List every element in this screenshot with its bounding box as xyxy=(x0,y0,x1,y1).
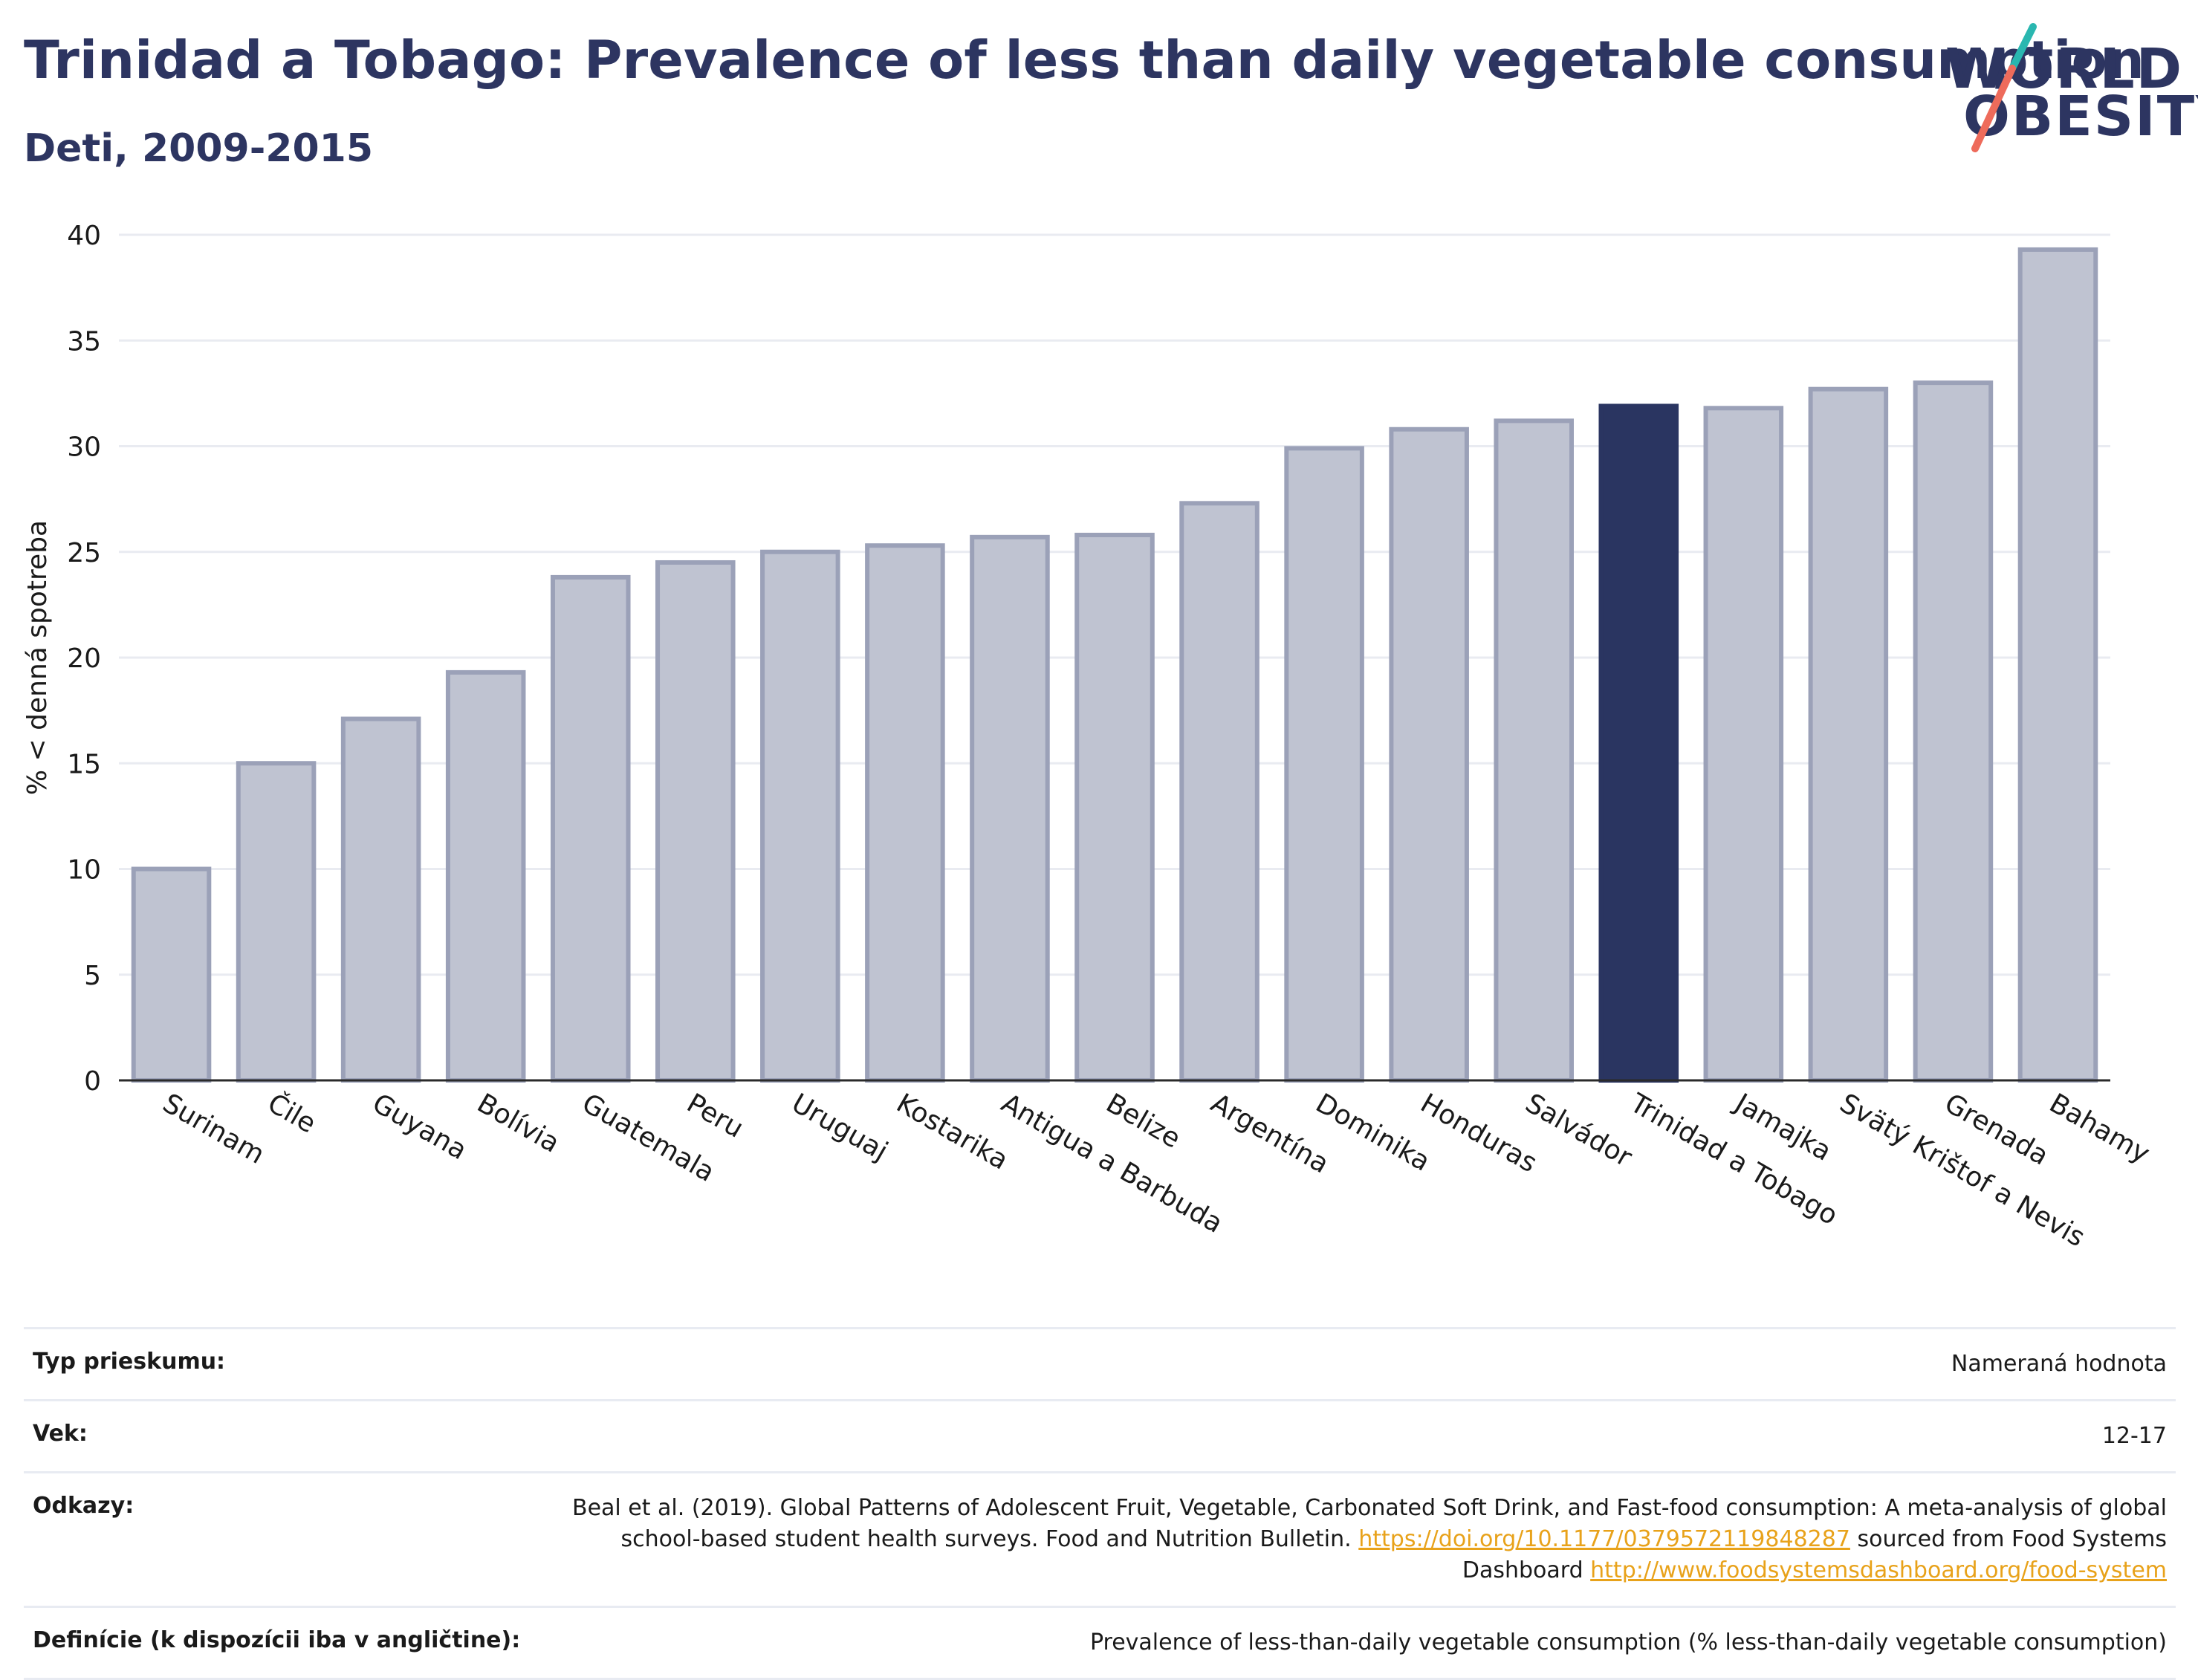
y-tick-label: 30 xyxy=(67,432,101,463)
x-tick-label: Kostarika xyxy=(891,1088,1013,1175)
info-row-age: Vek: 12-17 xyxy=(24,1400,2176,1473)
bar xyxy=(550,574,631,1083)
chart-subtitle: Deti, 2009-2015 xyxy=(24,126,374,171)
chart-title: Trinidad a Tobago: Prevalence of less th… xyxy=(24,30,2144,91)
bars xyxy=(131,247,2098,1083)
x-tick-label: Argentína xyxy=(1206,1088,1335,1179)
logo-line1: WORLD xyxy=(1945,37,2184,101)
bar xyxy=(340,716,421,1083)
reference-mid-text: sourced from Food Systems Dashboard xyxy=(1462,1526,2167,1583)
x-tick-label: Peru xyxy=(681,1088,748,1144)
bar xyxy=(2017,247,2098,1083)
bar xyxy=(236,761,317,1083)
y-axis-label: % < denná spotreba xyxy=(22,520,53,795)
info-value-references: Beal et al. (2019). Global Patterns of A… xyxy=(562,1473,2176,1607)
info-label: Vek: xyxy=(33,1421,88,1447)
bar xyxy=(970,534,1050,1083)
info-table: Typ prieskumu: Nameraná hodnota Vek: 12-… xyxy=(24,1327,2176,1680)
doi-link[interactable]: https://doi.org/10.1177/0379572119848287 xyxy=(1358,1526,1850,1552)
x-tick-label: Bahamy xyxy=(2044,1088,2155,1170)
y-tick-label: 35 xyxy=(67,326,101,357)
bar xyxy=(1074,532,1155,1083)
bar xyxy=(445,669,526,1083)
info-value: 12-17 xyxy=(2101,1423,2167,1449)
y-tick-label: 0 xyxy=(84,1066,101,1097)
bar xyxy=(1808,386,1889,1083)
x-tick-label: Dominika xyxy=(1311,1088,1436,1177)
y-tick-label: 25 xyxy=(67,538,101,568)
dashboard-link[interactable]: http://www.foodsystemsdashboard.org/food… xyxy=(1590,1557,2167,1583)
world-obesity-logo: WORLD OBESITY xyxy=(1939,21,2198,162)
info-value: Prevalence of less-than-daily vegetable … xyxy=(1089,1629,2167,1655)
x-tick-label: Honduras xyxy=(1416,1088,1542,1178)
bar xyxy=(1389,427,1469,1083)
x-tick-label: Belize xyxy=(1101,1088,1186,1154)
y-tick-label: 10 xyxy=(67,855,101,886)
info-row-references: Odkazy: Beal et al. (2019). Global Patte… xyxy=(24,1472,2176,1607)
bar xyxy=(655,560,736,1083)
info-label: Definície (k dispozícii iba v angličtine… xyxy=(33,1627,521,1653)
reference-text: Beal et al. (2019). Global Patterns of A… xyxy=(571,1495,2167,1552)
bar xyxy=(1703,406,1784,1083)
info-label: Odkazy: xyxy=(33,1493,134,1519)
logo-slash-icon xyxy=(1971,23,2037,152)
bar xyxy=(1179,501,1260,1083)
bar xyxy=(865,543,945,1083)
x-tick-label: Surinam xyxy=(158,1088,270,1170)
x-tick-label: Bolívia xyxy=(472,1088,565,1159)
x-tick-label: Čile xyxy=(262,1087,321,1139)
y-tick-label: 20 xyxy=(67,643,101,674)
info-row-survey-type: Typ prieskumu: Nameraná hodnota xyxy=(24,1328,2176,1401)
x-tick-label: Uruguaj xyxy=(786,1088,892,1167)
y-tick-label: 15 xyxy=(67,749,101,779)
bar xyxy=(131,866,212,1083)
info-value: Nameraná hodnota xyxy=(1951,1351,2167,1377)
info-row-definitions: Definície (k dispozícii iba v angličtine… xyxy=(24,1606,2176,1679)
bar xyxy=(760,549,840,1083)
bar xyxy=(1913,380,1994,1083)
info-label: Typ prieskumu: xyxy=(33,1349,226,1375)
x-tick-label: Guyana xyxy=(367,1088,472,1166)
x-tick-label: Salvádor xyxy=(1520,1088,1637,1173)
bar-highlighted xyxy=(1598,403,1679,1083)
y-tick-label: 40 xyxy=(67,221,101,251)
y-tick-label: 5 xyxy=(84,961,101,991)
bar xyxy=(1494,418,1574,1083)
bar xyxy=(1284,446,1364,1083)
